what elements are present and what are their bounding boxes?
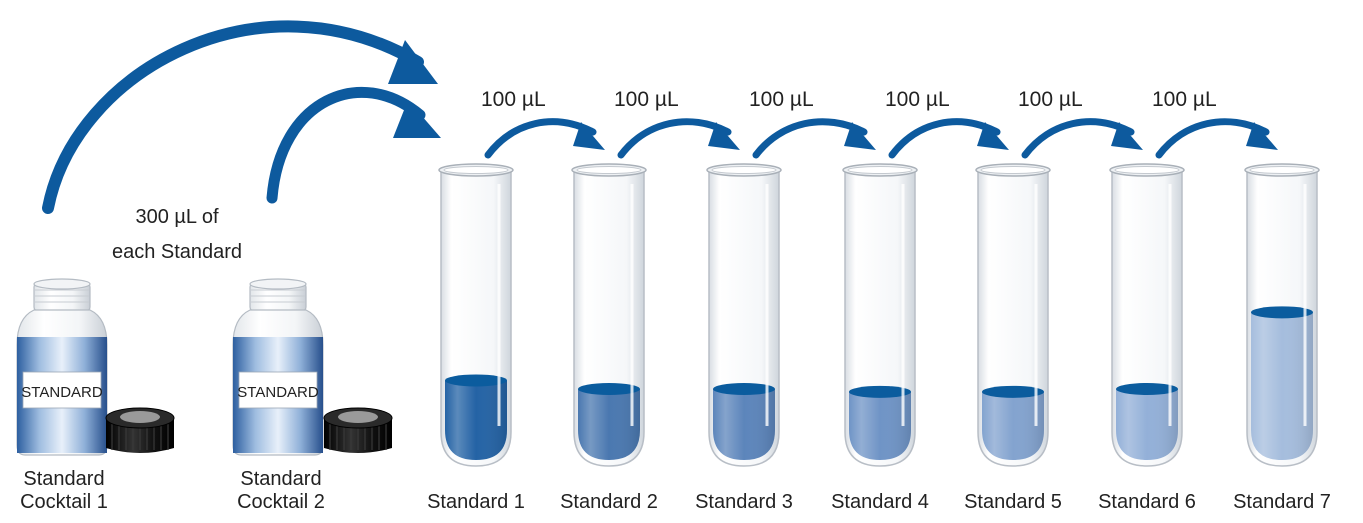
- bottle1-transfer-arrow: [48, 26, 418, 208]
- tube-label-4: Standard 4: [831, 490, 929, 514]
- bottle-1: STANDARD: [17, 279, 107, 455]
- bottle-2: STANDARD: [233, 279, 323, 455]
- bottle2-name-line1: Standard: [240, 467, 321, 491]
- serial-arrow-1: [488, 122, 605, 155]
- test-tube-5: [976, 164, 1050, 466]
- tube-opening: [1115, 167, 1179, 174]
- serial-arrow-6: [1159, 122, 1278, 155]
- transfer-volume-label-6: 100 µL: [1152, 88, 1217, 112]
- serial-arrow-2: [621, 122, 740, 155]
- test-tube-2: [572, 164, 646, 466]
- test-tube-7: [1245, 164, 1319, 466]
- bottle-label-text: STANDARD: [21, 384, 103, 401]
- serial-arrow-5: [1025, 122, 1143, 155]
- serial-arrow-4: [892, 122, 1009, 155]
- test-tube-4: [843, 164, 917, 466]
- tube-label-6: Standard 6: [1098, 490, 1196, 514]
- test-tube-6: [1110, 164, 1184, 466]
- tube-label-3: Standard 3: [695, 490, 793, 514]
- transfer-label-line1: 300 µL of: [135, 205, 218, 229]
- transfer-volume-label-3: 100 µL: [749, 88, 814, 112]
- tube-label-2: Standard 2: [560, 490, 658, 514]
- transfer-volume-label-2: 100 µL: [614, 88, 679, 112]
- transfer-volume-label-4: 100 µL: [885, 88, 950, 112]
- test-tubes: [439, 164, 1319, 466]
- cap-septum: [338, 411, 378, 423]
- bottle-transfer-arrows: [48, 26, 441, 208]
- test-tube-1: [439, 164, 513, 466]
- serial-arrow-3: [756, 122, 876, 155]
- standard-bottles: STANDARD STANDARD: [17, 279, 392, 455]
- bottle1-name-line2: Cocktail 1: [20, 490, 108, 514]
- tube-opening: [577, 167, 641, 174]
- tube-label-1: Standard 1: [427, 490, 525, 514]
- tube-label-7: Standard 7: [1233, 490, 1331, 514]
- tube-opening: [1250, 167, 1314, 174]
- cap-septum: [120, 411, 160, 423]
- tube-opening: [981, 167, 1045, 174]
- test-tube-3: [707, 164, 781, 466]
- bottle2-name-line2: Cocktail 2: [237, 490, 325, 514]
- bottle-mouth: [250, 279, 306, 289]
- bottle1-name-line1: Standard: [23, 467, 104, 491]
- bottle-mouth: [34, 279, 90, 289]
- transfer-volume-label-1: 100 µL: [481, 88, 546, 112]
- transfer-label-line2: each Standard: [112, 240, 242, 264]
- bottle2-transfer-arrow: [272, 92, 420, 198]
- tube-label-5: Standard 5: [964, 490, 1062, 514]
- bottle-label-text: STANDARD: [237, 384, 319, 401]
- bottle-cap-2: [324, 408, 392, 453]
- tube-opening: [848, 167, 912, 174]
- serial-transfer-arrows: [488, 122, 1278, 155]
- tube-opening: [444, 167, 508, 174]
- bottle-cap-1: [106, 408, 174, 453]
- transfer-volume-label-5: 100 µL: [1018, 88, 1083, 112]
- tube-opening: [712, 167, 776, 174]
